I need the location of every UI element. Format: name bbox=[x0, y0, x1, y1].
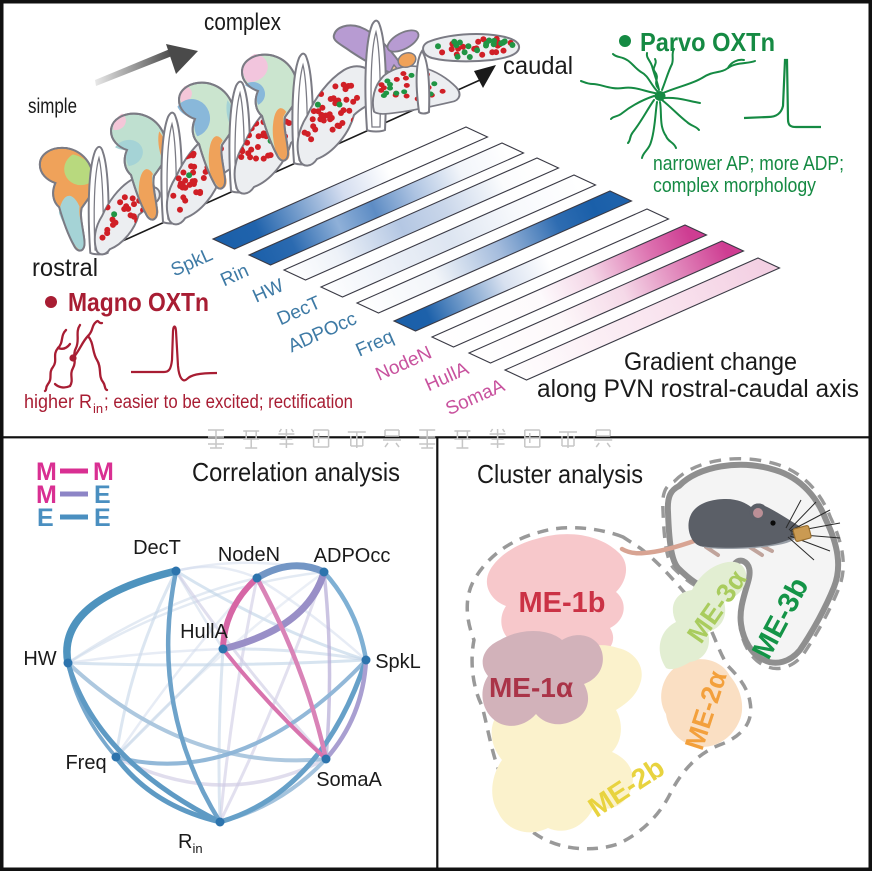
svg-text:complex morphology: complex morphology bbox=[653, 175, 816, 197]
svg-text:complex: complex bbox=[204, 9, 281, 36]
svg-text:along PVN rostral-caudal axis: along PVN rostral-caudal axis bbox=[537, 375, 859, 403]
svg-text:rostral: rostral bbox=[32, 254, 98, 282]
svg-text:; easier to be excited; rectif: ; easier to be excited; rectification bbox=[104, 392, 353, 413]
svg-text:DecT: DecT bbox=[133, 537, 181, 559]
svg-text:Magno OXTn: Magno OXTn bbox=[68, 287, 209, 317]
svg-text:NodeN: NodeN bbox=[218, 544, 280, 566]
svg-text:higher R: higher R bbox=[24, 392, 92, 413]
svg-text:simple: simple bbox=[28, 95, 77, 118]
svg-text:Correlation analysis: Correlation analysis bbox=[192, 457, 400, 487]
svg-text:caudal: caudal bbox=[503, 52, 573, 80]
svg-text:ADPOcc: ADPOcc bbox=[314, 545, 391, 567]
svg-text:in: in bbox=[93, 401, 103, 416]
svg-text:ME-1b: ME-1b bbox=[519, 587, 606, 619]
svg-text:Cluster analysis: Cluster analysis bbox=[477, 459, 643, 489]
svg-text:HW: HW bbox=[23, 648, 56, 670]
svg-text:HullA: HullA bbox=[180, 621, 228, 643]
svg-text:ME-1α: ME-1α bbox=[489, 672, 573, 703]
svg-text:SpkL: SpkL bbox=[375, 651, 421, 673]
svg-text:Gradient change: Gradient change bbox=[624, 348, 797, 376]
svg-text:Freq: Freq bbox=[65, 752, 106, 774]
svg-text:narrower AP; more ADP;: narrower AP; more ADP; bbox=[653, 153, 844, 175]
svg-text:Parvo OXTn: Parvo OXTn bbox=[640, 27, 775, 57]
svg-text:E: E bbox=[94, 504, 111, 532]
svg-text:E: E bbox=[37, 504, 54, 532]
svg-text:SomaA: SomaA bbox=[316, 769, 382, 791]
